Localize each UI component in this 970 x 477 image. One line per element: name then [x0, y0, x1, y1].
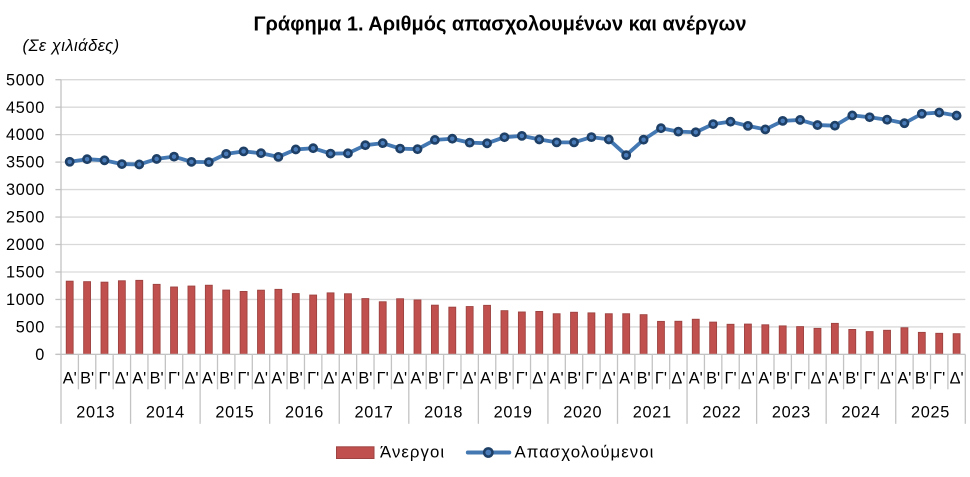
- svg-text:2019: 2019: [494, 404, 533, 422]
- svg-text:Δ': Δ': [880, 370, 894, 388]
- svg-text:Β': Β': [776, 370, 790, 388]
- svg-text:Δ': Δ': [393, 370, 407, 388]
- svg-text:Δ': Δ': [254, 370, 268, 388]
- svg-text:Γ': Γ': [98, 370, 110, 388]
- svg-text:0: 0: [35, 346, 45, 364]
- svg-text:2015: 2015: [215, 404, 254, 422]
- svg-text:Β': Β': [428, 370, 442, 388]
- svg-text:2025: 2025: [911, 404, 950, 422]
- svg-text:2500: 2500: [6, 209, 45, 227]
- svg-text:Δ': Δ': [602, 370, 616, 388]
- svg-text:Α': Α': [411, 370, 425, 388]
- svg-text:Α': Α': [758, 370, 772, 388]
- svg-text:Α': Α': [271, 370, 285, 388]
- svg-text:4500: 4500: [6, 99, 45, 117]
- svg-text:Δ': Δ': [324, 370, 338, 388]
- svg-text:Γ': Γ': [446, 370, 458, 388]
- svg-text:2020: 2020: [563, 404, 602, 422]
- svg-text:2017: 2017: [355, 404, 394, 422]
- svg-text:5000: 5000: [6, 71, 45, 89]
- svg-text:Δ': Δ': [184, 370, 198, 388]
- svg-text:2000: 2000: [6, 236, 45, 254]
- svg-text:Δ': Δ': [950, 370, 964, 388]
- svg-text:Α': Α': [132, 370, 146, 388]
- svg-text:Β': Β': [497, 370, 511, 388]
- svg-text:Γ': Γ': [724, 370, 736, 388]
- svg-text:2016: 2016: [285, 404, 324, 422]
- svg-text:Δ': Δ': [115, 370, 129, 388]
- svg-text:Β': Β': [567, 370, 581, 388]
- svg-text:Β': Β': [915, 370, 929, 388]
- svg-text:Β': Β': [219, 370, 233, 388]
- svg-text:(Σε χιλιάδες): (Σε χιλιάδες): [23, 37, 120, 55]
- svg-text:Α': Α': [341, 370, 355, 388]
- svg-text:2023: 2023: [772, 404, 811, 422]
- svg-text:2024: 2024: [841, 404, 880, 422]
- svg-text:Α': Α': [63, 370, 77, 388]
- svg-text:Γ': Γ': [377, 370, 389, 388]
- svg-text:Γ': Γ': [307, 370, 319, 388]
- svg-text:Γράφημα 1. Αριθμός απασχολουμέ: Γράφημα 1. Αριθμός απασχολουμένων και αν…: [254, 14, 747, 36]
- svg-text:Άνεργοι: Άνεργοι: [380, 442, 445, 461]
- svg-text:2013: 2013: [76, 404, 115, 422]
- svg-text:Α': Α': [828, 370, 842, 388]
- svg-text:Α': Α': [619, 370, 633, 388]
- svg-text:Δ': Δ': [671, 370, 685, 388]
- svg-text:Γ': Γ': [864, 370, 876, 388]
- svg-text:Γ': Γ': [655, 370, 667, 388]
- svg-text:Γ': Γ': [238, 370, 250, 388]
- svg-text:Γ': Γ': [168, 370, 180, 388]
- svg-text:4000: 4000: [6, 126, 45, 144]
- svg-text:500: 500: [16, 319, 45, 337]
- svg-text:Β': Β': [80, 370, 94, 388]
- svg-text:Δ': Δ': [810, 370, 824, 388]
- svg-text:3500: 3500: [6, 154, 45, 172]
- svg-text:Δ': Δ': [532, 370, 546, 388]
- svg-text:Α': Α': [689, 370, 703, 388]
- svg-text:Β': Β': [845, 370, 859, 388]
- svg-text:Α': Α': [202, 370, 216, 388]
- svg-text:Γ': Γ': [516, 370, 528, 388]
- svg-text:Β': Β': [358, 370, 372, 388]
- svg-text:1500: 1500: [6, 264, 45, 282]
- svg-text:Δ': Δ': [741, 370, 755, 388]
- svg-text:2014: 2014: [146, 404, 185, 422]
- svg-text:Β': Β': [150, 370, 164, 388]
- svg-text:1000: 1000: [6, 291, 45, 309]
- svg-text:2021: 2021: [633, 404, 672, 422]
- svg-text:Γ': Γ': [585, 370, 597, 388]
- svg-text:2018: 2018: [424, 404, 463, 422]
- svg-text:Β': Β': [706, 370, 720, 388]
- svg-text:Α': Α': [550, 370, 564, 388]
- svg-text:Δ': Δ': [463, 370, 477, 388]
- svg-text:Α': Α': [897, 370, 911, 388]
- svg-text:Β': Β': [289, 370, 303, 388]
- svg-text:Γ': Γ': [933, 370, 945, 388]
- svg-text:2022: 2022: [702, 404, 741, 422]
- svg-text:3000: 3000: [6, 181, 45, 199]
- svg-text:Α': Α': [480, 370, 494, 388]
- svg-text:Γ': Γ': [794, 370, 806, 388]
- svg-text:Απασχολούμενοι: Απασχολούμενοι: [515, 442, 655, 461]
- svg-text:Β': Β': [637, 370, 651, 388]
